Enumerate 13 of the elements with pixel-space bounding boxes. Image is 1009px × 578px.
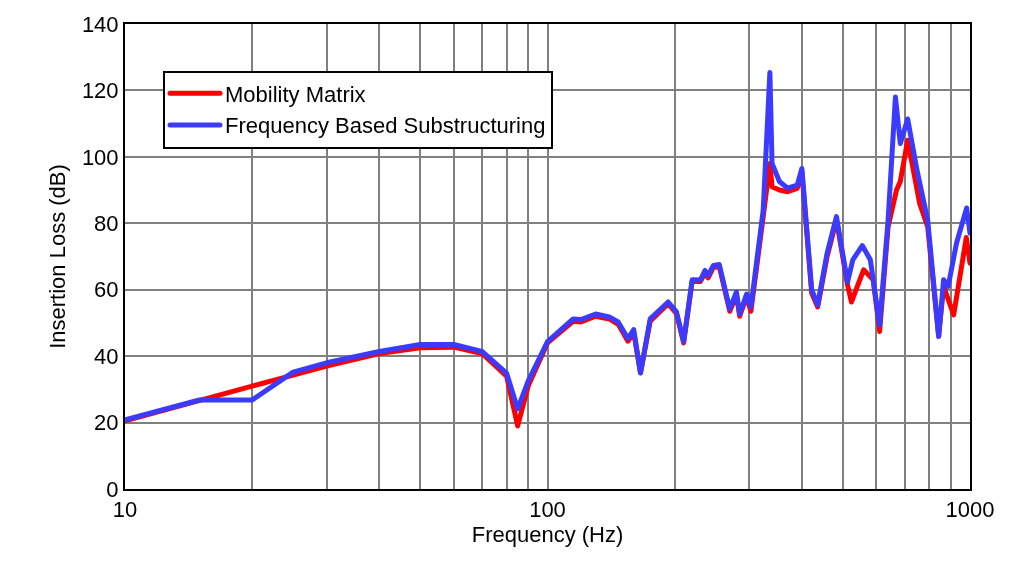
y-tick-label: 60 <box>94 277 119 303</box>
legend-label: Mobility Matrix <box>225 81 366 107</box>
y-tick-label: 40 <box>94 343 119 369</box>
x-tick-label: 1000 <box>945 497 995 523</box>
y-tick-label: 120 <box>81 78 119 104</box>
y-tick-label: 100 <box>81 144 119 170</box>
x-axis-title: Frequency (Hz) <box>471 522 624 548</box>
legend-label: Frequency Based Substructuring <box>225 113 546 139</box>
y-tick-label: 20 <box>94 410 119 436</box>
y-tick-label: 140 <box>81 11 119 37</box>
y-axis-title: Insertion Loss (dB) <box>45 164 71 349</box>
x-tick-label: 100 <box>529 497 566 523</box>
y-tick-label: 80 <box>94 210 119 236</box>
